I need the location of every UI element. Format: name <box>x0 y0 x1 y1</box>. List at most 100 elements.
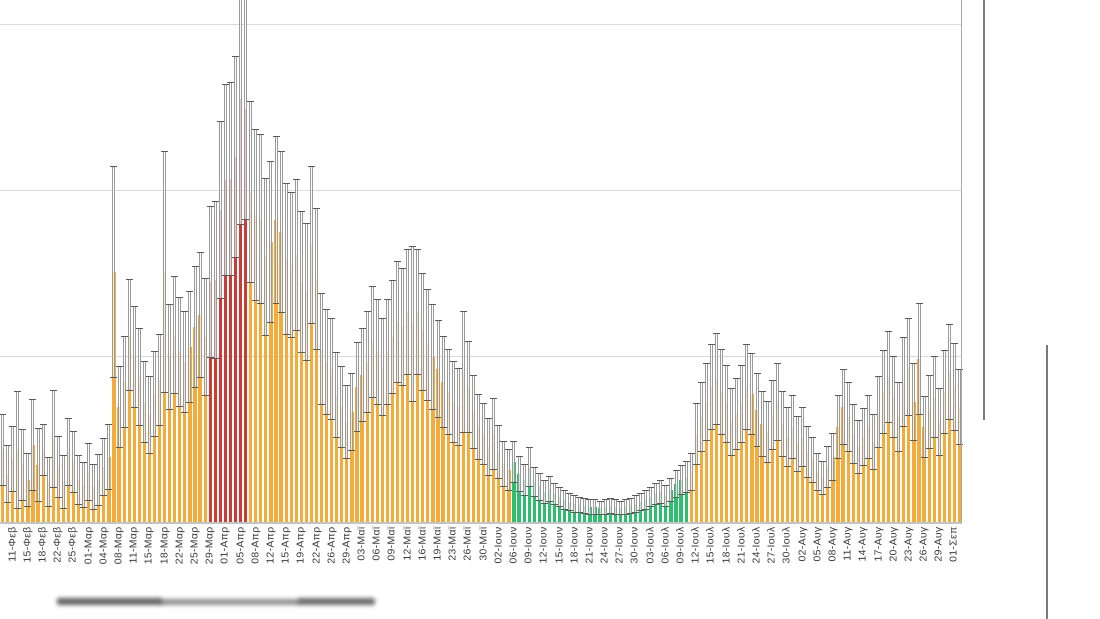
error-bar-cap-top <box>788 395 796 397</box>
error-bar-cap-bottom <box>323 414 331 416</box>
error-bar <box>502 442 506 486</box>
error-bar <box>674 471 678 497</box>
error-bar <box>87 444 91 500</box>
error-bar <box>461 312 465 432</box>
error-bar-cap-bottom <box>778 456 786 458</box>
bar <box>649 497 653 522</box>
error-bar <box>750 354 754 434</box>
error-bar <box>431 305 435 409</box>
error-bar <box>360 329 364 421</box>
error-bar-cap-top <box>794 416 802 418</box>
error-bar-cap-top <box>915 303 923 305</box>
error-bar <box>385 300 389 404</box>
error-bar <box>380 319 384 415</box>
error-bar-cap-top <box>723 365 731 367</box>
error-bar-cap-top <box>44 457 52 459</box>
error-bar <box>633 496 637 512</box>
error-bar-cap-top <box>59 455 67 457</box>
error-bar <box>446 350 450 434</box>
error-bar-cap-bottom <box>925 448 933 450</box>
bar <box>826 467 830 522</box>
error-bar-cap-bottom <box>29 490 37 492</box>
error-bar-cap-bottom <box>171 393 179 395</box>
error-bar <box>188 292 192 402</box>
error-bar <box>152 352 156 436</box>
x-axis-label: 06-Μαϊ <box>370 526 383 561</box>
bar <box>446 392 450 522</box>
error-bar <box>568 494 572 510</box>
error-bar-cap-bottom <box>596 514 604 516</box>
bar <box>887 377 891 522</box>
bar <box>178 352 182 522</box>
error-bar-cap-top <box>338 366 346 368</box>
bar <box>897 417 901 522</box>
error-bar <box>203 279 207 395</box>
error-bar-cap-top <box>434 320 442 322</box>
error-bar <box>274 137 278 303</box>
error-bar-cap-bottom <box>839 444 847 446</box>
error-bar-cap-top <box>292 179 300 181</box>
x-axis-label: 12-Απρ <box>264 526 277 564</box>
x-axis-label: 15-Ιουν <box>553 526 566 564</box>
error-bar <box>720 350 724 434</box>
error-bar <box>866 396 870 458</box>
error-bar-cap-top <box>778 391 786 393</box>
bar <box>487 447 491 522</box>
error-bar <box>821 462 825 494</box>
error-bar-cap-top <box>692 403 700 405</box>
bar <box>704 402 708 522</box>
bar <box>542 492 546 522</box>
error-bar <box>112 167 116 377</box>
error-bar <box>598 502 602 514</box>
error-bar-cap-top <box>267 161 275 163</box>
error-bar-cap-bottom <box>804 477 812 479</box>
error-bar-cap-top <box>307 166 315 168</box>
bar <box>927 412 931 522</box>
error-bar-cap-top <box>444 349 452 351</box>
error-bar-cap-top <box>176 297 184 299</box>
error-bar-cap-top <box>252 129 260 131</box>
error-bar-cap-bottom <box>475 459 483 461</box>
error-bar-cap-bottom <box>439 427 447 429</box>
bar <box>957 407 962 522</box>
error-bar-cap-bottom <box>571 512 579 514</box>
error-bar <box>416 250 420 374</box>
error-bar <box>142 362 146 442</box>
error-bar-cap-bottom <box>713 424 720 426</box>
error-bar <box>36 429 40 501</box>
error-bar-cap-bottom <box>156 425 164 427</box>
error-bar-cap-top <box>135 328 143 330</box>
error-bar-cap-top <box>464 341 472 343</box>
error-bar <box>699 383 703 451</box>
x-axis-label: 22-Μαρ <box>173 526 186 565</box>
bar <box>836 427 840 522</box>
bar <box>132 357 136 522</box>
error-bar-cap-top <box>419 273 427 275</box>
panel-divider-upper <box>983 0 985 420</box>
error-bar-cap-top <box>945 324 953 326</box>
error-bar-cap-bottom <box>4 502 12 504</box>
error-bar <box>249 102 253 282</box>
error-bar <box>401 269 405 385</box>
x-axis-label: 12-Ιουλ <box>689 526 702 564</box>
error-bar <box>659 481 663 503</box>
error-bar-cap-top <box>713 333 720 335</box>
x-axis-label: 29-Μαρ <box>203 526 216 565</box>
x-axis-label: 14-Αυγ <box>856 526 869 562</box>
error-bar-cap-top <box>591 499 599 501</box>
bar <box>299 282 303 522</box>
error-bar-cap-top <box>333 352 341 354</box>
error-bar <box>239 0 243 224</box>
bar <box>335 395 339 522</box>
error-bar-cap-top <box>161 151 169 153</box>
error-bar <box>644 491 648 509</box>
error-bar-cap-top <box>561 490 569 492</box>
error-bar-cap-bottom <box>100 495 108 497</box>
error-bar <box>755 374 759 446</box>
error-bar-cap-top <box>75 455 83 457</box>
error-bar-cap-bottom <box>799 466 807 468</box>
error-bar-cap-top <box>221 84 229 86</box>
bar <box>552 494 557 522</box>
error-bar <box>132 307 136 407</box>
error-bar-cap-bottom <box>363 412 371 414</box>
